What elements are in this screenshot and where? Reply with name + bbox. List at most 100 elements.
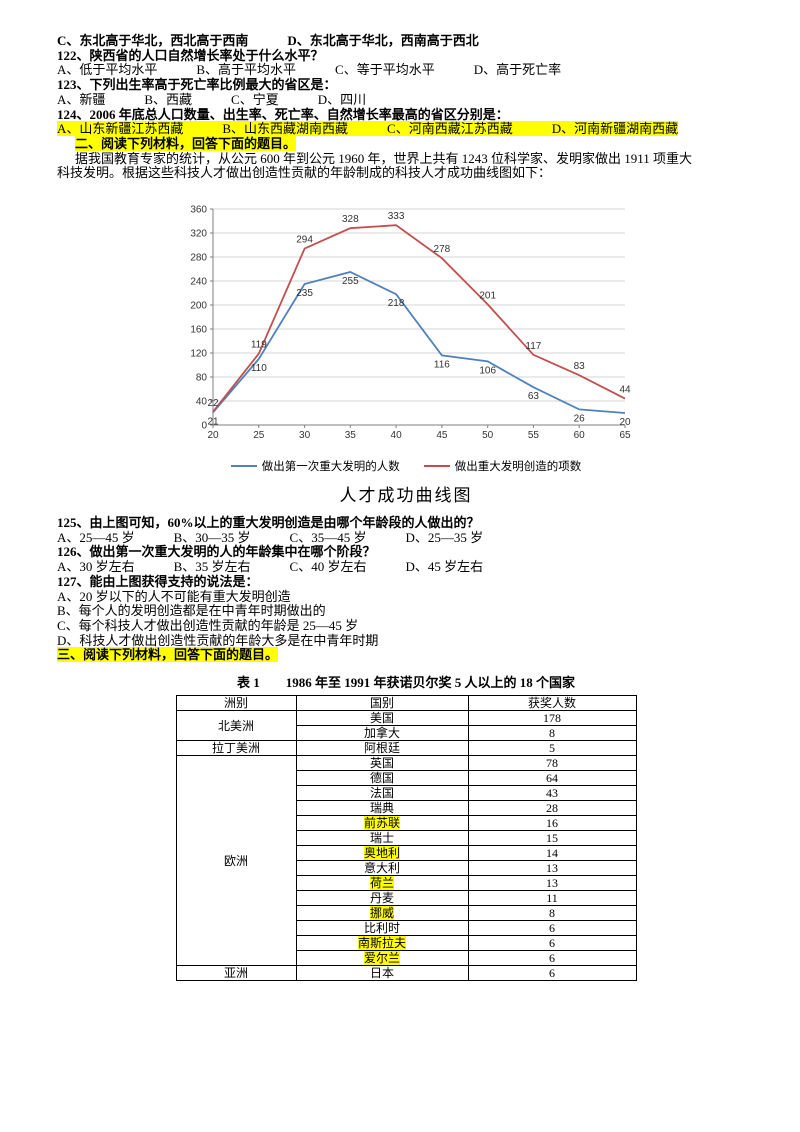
text-line: A、30 岁左右 B、35 岁左右 C、40 岁左右 D、45 岁左右 (57, 559, 484, 575)
continent-cell: 亚洲 (175, 965, 297, 982)
x-axis-tick-label: 35 (345, 430, 357, 441)
legend-item: 做出第一次重大发明的人数 (230, 458, 400, 474)
continent-cell: 拉丁美洲 (175, 740, 297, 757)
x-axis-tick-label: 40 (391, 430, 403, 441)
text-line: C、每个科技人才做出创造性贡献的年龄是 25—45 岁 (57, 617, 359, 633)
count-cell: 16 (467, 815, 637, 832)
series-line (212, 224, 626, 413)
data-point-label: 117 (525, 341, 541, 352)
highlighted-text: A、山东新疆江苏西藏 B、山东西藏湖南西藏 C、河南西藏江苏西藏 D、河南新疆湖… (57, 121, 679, 137)
text-line: A、20 岁以下的人不可能有重大发明创造 (57, 588, 291, 604)
count-cell: 64 (467, 770, 637, 787)
x-axis-tick-label: 55 (528, 430, 540, 441)
count-cell: 78 (467, 755, 637, 772)
y-axis-tick-label: 240 (190, 277, 207, 288)
count-cell: 8 (467, 905, 637, 922)
count-cell: 6 (467, 965, 637, 982)
country-cell: 加拿大 (295, 725, 469, 742)
data-point-label: 333 (388, 211, 405, 222)
data-point-label: 106 (479, 365, 496, 376)
table-row: 瑞典 28 (176, 800, 637, 817)
nobel-prize-table: 洲别 国别 获奖人数 北美洲 美国 178 加拿大 8 拉丁美洲 阿根廷 5 欧洲 英国 78 德国 64 法国… (175, 695, 637, 982)
text-line: 122、陕西省的人口自然增长率处于什么水平？ (57, 47, 324, 63)
country-cell: 瑞士 (295, 830, 469, 847)
x-axis-tick-label: 20 (207, 430, 219, 441)
country-cell: 瑞典 (295, 800, 469, 817)
y-axis-tick-label: 200 (190, 301, 207, 312)
highlighted-text: 南斯拉夫 (357, 936, 406, 951)
chart-plot-area: 0 40 80 120 160 200 240 280 320 360 20 25 30 35 40 45 50… (190, 205, 631, 442)
data-point-label: 22 (207, 398, 219, 409)
y-axis-tick-label: 360 (190, 205, 207, 216)
text-line: 123、下列出生率高于死亡率比例最大的省区是： (57, 77, 337, 93)
table-row: 亚洲 日本 6 (175, 965, 637, 982)
x-axis-tick-label: 25 (253, 430, 265, 441)
data-point-label: 20 (619, 417, 631, 428)
count-cell: 15 (467, 830, 637, 847)
y-axis-tick-label: 320 (190, 229, 207, 240)
table-row: 加拿大 8 (176, 725, 637, 742)
table-row: 拉丁美洲 阿根廷 5 (175, 740, 637, 757)
table-header-cell: 获奖人数 (467, 695, 637, 712)
data-point-label: 119 (251, 340, 267, 351)
y-axis-tick-label: 80 (196, 373, 208, 384)
text-line: 科技发明。根据这些科技人才做出创造性贡献的年龄制成的科技人才成功曲线图如下： (57, 165, 552, 181)
legend-item: 做出重大发明创造的项数 (423, 458, 581, 474)
country-cell: 美国 (295, 710, 469, 727)
country-cell: 德国 (295, 770, 469, 787)
data-point-label: 255 (342, 276, 359, 287)
chart-title: 人才成功曲线图 (339, 486, 473, 506)
x-axis-tick-label: 50 (482, 430, 494, 441)
text-line: A、山东新疆江苏西藏 B、山东西藏湖南西藏 C、河南西藏江苏西藏 D、河南新疆湖… (57, 121, 755, 137)
text-line: A、25—45 岁 B、30—35 岁 C、35—45 岁 D、25—35 岁 (57, 529, 484, 545)
text-line: B、每个人的发明创造都是在中青年时期做出的 (57, 603, 326, 619)
y-axis-tick-label: 40 (196, 397, 208, 408)
table-row: 丹麦 11 (176, 890, 637, 907)
text-line: A、新疆 B、西藏 C、宁夏 D、四川 (57, 91, 367, 107)
country-cell: 前苏联 (295, 815, 469, 832)
data-point-label: 235 (296, 288, 313, 299)
count-cell: 43 (467, 785, 637, 802)
y-axis-tick-label: 0 (201, 421, 207, 432)
data-point-label: 110 (251, 363, 267, 374)
data-point-label: 44 (619, 385, 631, 396)
continent-cell: 欧洲 (175, 755, 297, 967)
table-header-cell: 洲别 (175, 695, 297, 712)
country-cell: 意大利 (295, 860, 469, 877)
country-cell: 荷兰 (295, 875, 469, 892)
count-cell: 8 (467, 725, 637, 742)
data-point-label: 63 (528, 391, 540, 402)
count-cell: 13 (467, 875, 637, 892)
count-cell: 11 (467, 890, 637, 907)
count-cell: 178 (467, 710, 637, 727)
text-line: 127、能由上图获得支持的说法是： (57, 573, 259, 589)
data-point-label: 26 (574, 413, 586, 424)
country-cell: 挪威 (295, 905, 469, 922)
country-cell: 阿根廷 (295, 740, 469, 757)
highlighted-text: 奥地利 (363, 846, 400, 861)
count-cell: 6 (467, 935, 637, 952)
data-point-label: 294 (296, 235, 313, 246)
exam-document-page: C、东北高于华北，西北高于西南 D、东北高于华北，西南高于西北 122、陕西省的人… (57, 33, 755, 982)
highlighted-text: 爱尔兰 (363, 951, 400, 966)
x-axis-tick-label: 45 (436, 430, 448, 441)
text-line: A、低于平均水平 B、高于平均水平 C、等于平均水平 D、高于死亡率 (57, 62, 562, 78)
questions-block-bottom: 125、由上图可知，60%以上的重大发明创造是由哪个年龄段的人做出的？ A、25—… (57, 515, 755, 663)
table-header-cell: 国别 (295, 695, 469, 712)
country-cell: 比利时 (295, 920, 469, 937)
data-point-label: 278 (434, 244, 451, 255)
data-point-label: 201 (479, 290, 496, 301)
count-cell: 5 (467, 740, 637, 757)
country-cell: 法国 (295, 785, 469, 802)
table-row: 南斯拉夫 6 (176, 935, 637, 952)
data-point-label: 21 (207, 416, 219, 427)
table-row: 欧洲 英国 78 (175, 755, 637, 967)
data-point-label: 218 (388, 298, 405, 309)
data-point-label: 116 (434, 359, 450, 370)
highlighted-text: 前苏联 (363, 816, 400, 831)
table-row: 挪威 8 (176, 905, 637, 922)
legend-line-swatch (423, 465, 450, 468)
count-cell: 13 (467, 860, 637, 877)
text-line: D、科技人才做出创造性贡献的年龄大多是在中青年时期 (57, 632, 379, 648)
data-point-label: 328 (342, 214, 359, 225)
